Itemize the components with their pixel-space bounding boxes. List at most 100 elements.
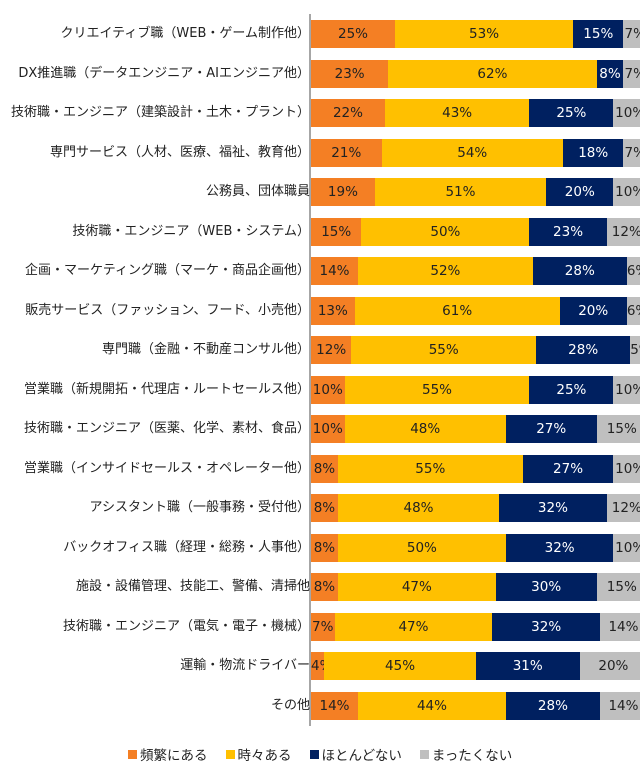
data-label: 47% — [398, 618, 429, 635]
data-label: 27% — [553, 460, 584, 477]
bar-row: 販売サービス（ファッション、フード、小売他） 13% 61% 20% 6% — [0, 296, 640, 325]
bar-segment: 48% — [337, 494, 500, 522]
legend-swatch — [225, 749, 235, 759]
bar-segment: 48% — [344, 415, 506, 443]
bar-segment: 13% — [311, 296, 355, 325]
data-label: 13% — [317, 302, 348, 319]
bar-segment: 18% — [562, 138, 624, 167]
bar-segment: 61% — [354, 296, 560, 325]
legend-label: まったくない — [431, 748, 513, 764]
data-label: 18% — [578, 144, 609, 161]
bar-segment: 8% — [311, 533, 338, 562]
data-label: 15% — [321, 223, 352, 240]
bar-segment: 55% — [351, 336, 537, 364]
data-label: 31% — [512, 658, 543, 674]
data-label: 52% — [430, 263, 461, 279]
category-label: 販売サービス（ファッション、フード、小売他） — [25, 302, 310, 318]
stacked-bar: 4% 45% 31% 20% — [311, 652, 640, 680]
bar-segment: 47% — [334, 612, 493, 641]
data-label: 8% — [313, 579, 336, 595]
bar-segment: 25% — [529, 375, 614, 404]
bar-segment: 6% — [626, 296, 640, 325]
data-label: 7% — [624, 26, 640, 42]
category-label: 技術職・エンジニア（医薬、化学、素材、食品） — [23, 421, 310, 436]
bar-segment: 19% — [311, 178, 375, 206]
bar-segment: 51% — [374, 178, 547, 206]
stacked-bar: 22% 43% 25% 10% — [311, 99, 640, 127]
data-label: 21% — [331, 144, 362, 161]
bar-row: 営業職（新規開拓・代理店・ルートセールス他）10%55%25%10% — [0, 375, 640, 404]
data-label: 43% — [442, 105, 473, 121]
bar-row: 技術職・エンジニア（建築設計・土木・プラント） 22% 43% 25% 10% — [0, 99, 640, 127]
category-label: 施設・設備管理、技能工、警備、清掃他 — [75, 579, 310, 594]
data-label: 7% — [312, 618, 334, 635]
stacked-bar: 15% 50% 23% 12% — [311, 217, 640, 246]
bar-segment: 12% — [606, 217, 640, 246]
data-label: 47% — [401, 579, 432, 595]
bar-segment: 15% — [596, 573, 640, 601]
bar-segment: 32% — [499, 494, 607, 522]
category-label: 技術職・エンジニア（WEB・システム） — [72, 223, 310, 239]
bar-segment: 8% — [311, 573, 338, 601]
stacked-bar: 25% 53% 15% 7% — [311, 20, 640, 48]
data-label: 44% — [416, 697, 447, 714]
data-label: 55% — [428, 342, 459, 358]
data-label: 20% — [598, 658, 629, 674]
data-label: 7% — [624, 144, 640, 161]
stacked-bar: 14% 52% 28% 6% — [311, 257, 640, 285]
bar-row: クリエイティブ職（WEB・ゲーム制作他） 25% 53% 15% 7% — [0, 20, 640, 48]
bar-segment: 28% — [532, 257, 627, 285]
category-label: 運輸・物流ドライバー — [180, 658, 310, 673]
bar-row: バックオフィス職（経理・総務・人事他）8% 50% 32% 10% — [0, 533, 640, 562]
bar-segment: 21% — [311, 138, 382, 167]
data-label: 55% — [415, 460, 446, 477]
stacked-bar: 23% 62% 8%7% — [311, 59, 640, 88]
data-label: 48% — [410, 421, 441, 437]
bar-segment: 32% — [505, 533, 614, 562]
bar-row: 運輸・物流ドライバー 4% 45% 31% 20% — [0, 652, 640, 680]
data-label: 32% — [531, 618, 562, 635]
category-label: DX推進職（データエンジニア・AIエンジニア他） — [18, 65, 310, 81]
bar-segment: 8% — [596, 59, 624, 88]
bar-segment: 27% — [522, 454, 614, 483]
data-label: 15% — [583, 26, 614, 42]
legend-swatch — [419, 749, 429, 759]
data-label: 12% — [316, 342, 347, 358]
category-label: アシスタント職（一般事務・受付他） — [89, 500, 310, 515]
data-label: 51% — [445, 184, 476, 200]
stacked-bar: 8% 47% 30% 15% — [311, 573, 640, 601]
legend-swatch — [309, 749, 319, 759]
data-label: 32% — [544, 539, 575, 556]
legend-item: 時々ある — [225, 744, 292, 764]
data-label: 28% — [564, 263, 595, 279]
data-label: 54% — [457, 144, 488, 161]
data-label: 15% — [606, 579, 637, 595]
bar-segment: 10% — [613, 375, 640, 404]
bar-segment: 44% — [358, 691, 506, 720]
data-label: 32% — [537, 500, 568, 516]
data-label: 5% — [630, 342, 640, 358]
bar-segment: 20% — [559, 296, 627, 325]
bar-segment: 20% — [579, 652, 640, 680]
data-label: 10% — [615, 105, 640, 121]
data-label: 15% — [606, 421, 637, 437]
category-label: 専門サービス（人材、医療、福祉、教育他） — [49, 144, 310, 160]
bar-segment: 15% — [311, 217, 362, 246]
bar-segment: 22% — [311, 99, 385, 127]
bar-segment: 6% — [626, 257, 640, 285]
bar-segment: 27% — [505, 415, 597, 443]
bar-segment: 52% — [358, 257, 533, 285]
bar-row: 専門職（金融・不動産コンサル他） 12% 55% 28% 5% — [0, 336, 640, 364]
data-label: 53% — [469, 26, 500, 42]
bar-segment: 23% — [311, 59, 389, 88]
stacked-bar: 8% 55% 27% 10% — [311, 454, 640, 483]
data-label: 25% — [556, 105, 587, 121]
data-label: 14% — [608, 618, 639, 635]
bar-segment: 10% — [311, 415, 345, 443]
data-label: 28% — [568, 342, 599, 358]
bar-segment: 25% — [529, 99, 614, 127]
data-label: 7% — [624, 65, 640, 82]
legend-item: 頻繁にある — [128, 744, 208, 764]
bar-row: 営業職（インサイドセールス・オペレーター他）8% 55% 27% 10% — [0, 454, 640, 483]
bar-segment: 55% — [337, 454, 523, 483]
